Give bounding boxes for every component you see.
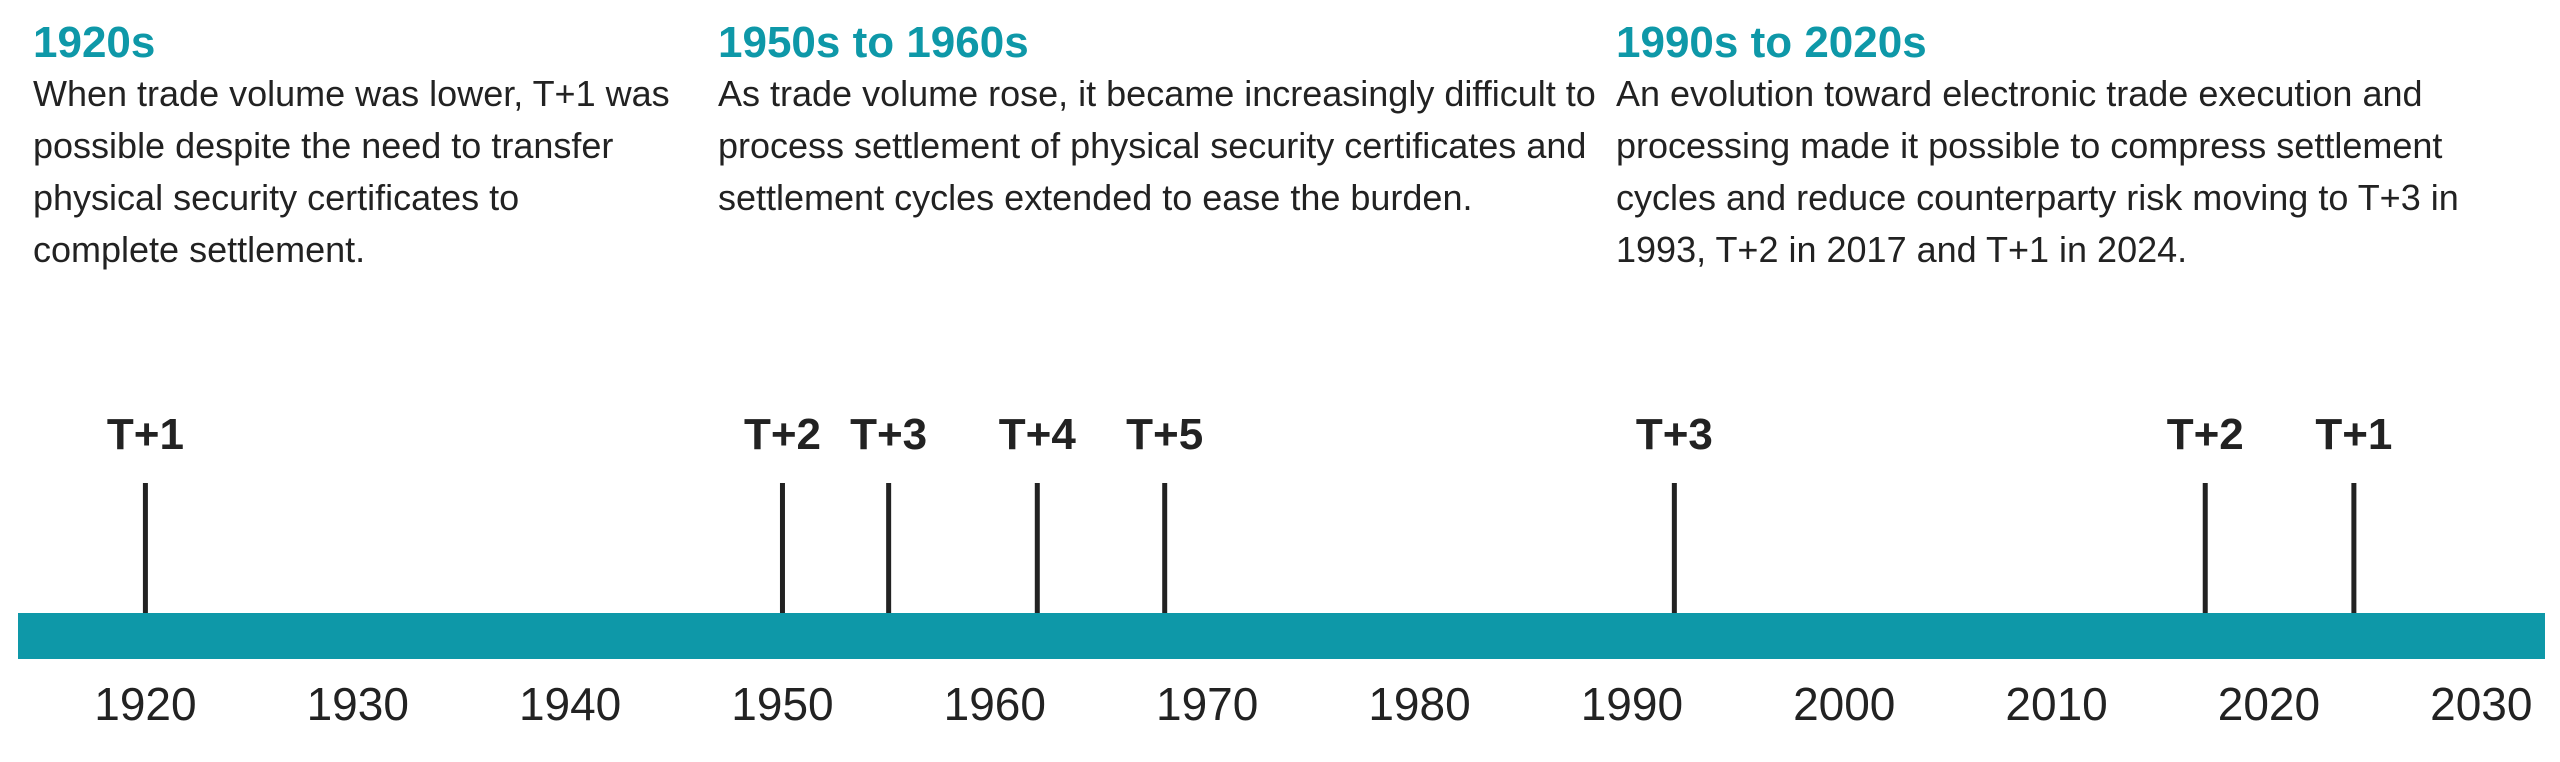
event-label-1920: T+1 xyxy=(107,410,184,459)
era-1920s: 1920s When trade volume was lower, T+1 w… xyxy=(33,18,673,276)
tick-label-1960: 1960 xyxy=(944,678,1046,730)
event-label-2024: T+1 xyxy=(2315,410,2392,459)
era-description: When trade volume was lower, T+1 was pos… xyxy=(33,73,670,270)
timeline-bar xyxy=(18,613,2545,659)
tick-label-1990: 1990 xyxy=(1581,678,1683,730)
tick-label-1940: 1940 xyxy=(519,678,621,730)
tick-label-1970: 1970 xyxy=(1156,678,1258,730)
tick-label-2010: 2010 xyxy=(2005,678,2107,730)
tick-label-2000: 2000 xyxy=(1793,678,1895,730)
event-label-1968: T+5 xyxy=(1126,410,1203,459)
era-description: An evolution toward electronic trade exe… xyxy=(1616,73,2459,270)
event-label-1950: T+2 xyxy=(744,410,821,459)
tick-label-1950: 1950 xyxy=(731,678,833,730)
tick-label-2030: 2030 xyxy=(2430,678,2532,730)
era-title: 1950s to 1960s xyxy=(718,18,1029,67)
tick-label-1980: 1980 xyxy=(1368,678,1470,730)
event-label-1955: T+3 xyxy=(850,410,927,459)
era-1990s-2020s: 1990s to 2020s An evolution toward elect… xyxy=(1616,18,2536,276)
era-description: As trade volume rose, it became increasi… xyxy=(718,73,1596,218)
event-label-2017: T+2 xyxy=(2167,410,2244,459)
tick-label-1920: 1920 xyxy=(94,678,196,730)
era-title: 1920s xyxy=(33,18,156,67)
era-title: 1990s to 2020s xyxy=(1616,18,1927,67)
tick-label-1930: 1930 xyxy=(307,678,409,730)
era-1950s-1960s: 1950s to 1960s As trade volume rose, it … xyxy=(718,18,1598,224)
event-label-1962: T+4 xyxy=(999,410,1077,459)
event-label-1992: T+3 xyxy=(1636,410,1713,459)
tick-label-2020: 2020 xyxy=(2218,678,2320,730)
